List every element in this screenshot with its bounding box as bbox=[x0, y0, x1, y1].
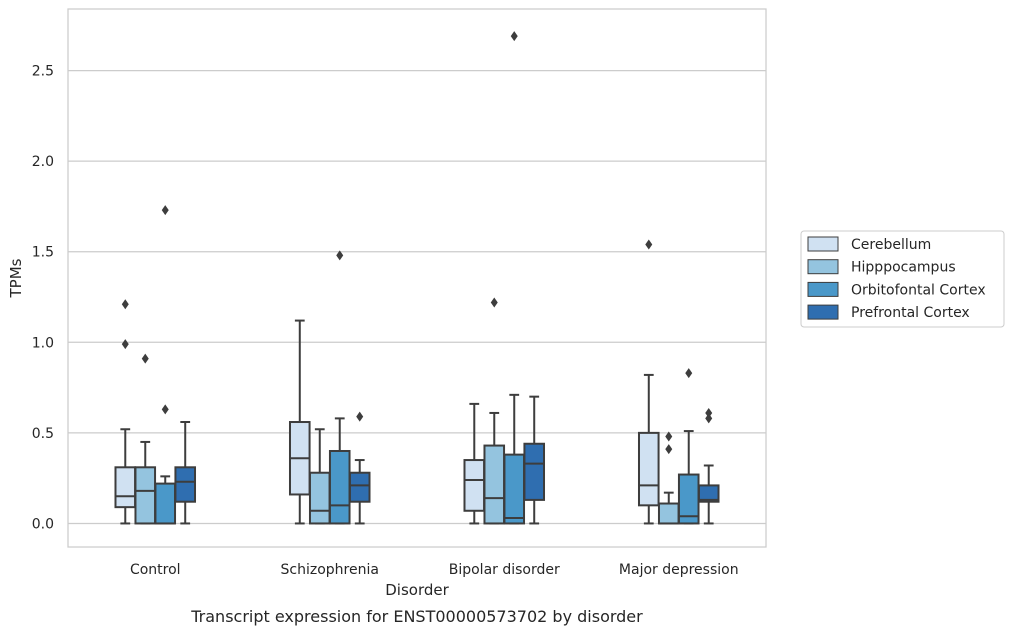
x-tick-labels: Control Schizophrenia Bipolar disorder Majo… bbox=[130, 562, 739, 578]
outlier-point bbox=[685, 368, 693, 379]
outlier-point bbox=[121, 299, 129, 310]
box-body bbox=[697, 484, 720, 503]
box-body bbox=[503, 453, 526, 525]
outlier-point bbox=[665, 444, 673, 455]
outlier-point bbox=[705, 413, 713, 424]
box-body bbox=[657, 502, 680, 525]
chart-caption: Transcript expression for ENST0000057370… bbox=[190, 607, 643, 626]
legend-swatch bbox=[807, 304, 839, 320]
box-prefrontal-cortex bbox=[174, 421, 197, 525]
y-tick-label: 2.5 bbox=[32, 64, 54, 80]
box-body bbox=[463, 459, 486, 512]
outlier-point bbox=[121, 339, 129, 350]
outlier-point bbox=[665, 431, 673, 442]
legend: Cerebellum Hipppocampus Orbitofontal Corte… bbox=[800, 230, 1005, 328]
legend-swatch bbox=[807, 236, 839, 252]
legend-label: Prefrontal Cortex bbox=[851, 305, 970, 321]
box-orbitofontal-cortex bbox=[154, 205, 177, 525]
box-prefrontal-cortex bbox=[697, 407, 720, 525]
outlier-point bbox=[336, 250, 344, 261]
outlier-point bbox=[161, 404, 169, 415]
y-tick-label: 0.5 bbox=[32, 426, 54, 442]
box-hipppocampus bbox=[657, 431, 680, 525]
box-hipppocampus bbox=[483, 297, 506, 525]
y-axis-label: TPMs bbox=[7, 258, 25, 298]
y-tick-labels: 0.0 0.5 1.0 1.5 2.0 2.5 bbox=[32, 64, 54, 533]
box-groups bbox=[114, 31, 720, 525]
box-body bbox=[114, 466, 137, 509]
box-body bbox=[174, 466, 197, 503]
box-body bbox=[348, 471, 371, 503]
legend-label: Cerebellum bbox=[851, 237, 931, 253]
box-body bbox=[308, 471, 331, 525]
y-tick-label: 2.0 bbox=[32, 154, 54, 170]
box-prefrontal-cortex bbox=[523, 395, 546, 525]
outlier-point bbox=[705, 407, 713, 418]
legend-swatch bbox=[807, 281, 839, 297]
box-prefrontal-cortex bbox=[348, 411, 371, 525]
box-cerebellum bbox=[637, 239, 660, 525]
legend-label: Orbitofontal Cortex bbox=[851, 282, 986, 298]
box-body bbox=[328, 449, 351, 525]
plot-background bbox=[68, 9, 766, 547]
outlier-point bbox=[356, 411, 364, 422]
box-cerebellum bbox=[114, 299, 137, 525]
box-body bbox=[154, 482, 177, 525]
x-tick-label: Bipolar disorder bbox=[449, 562, 560, 578]
outlier-point bbox=[490, 297, 498, 308]
box-hipppocampus bbox=[134, 353, 157, 525]
outlier-point bbox=[510, 31, 518, 42]
x-axis-label: Disorder bbox=[385, 581, 449, 599]
outlier-point bbox=[141, 353, 149, 364]
x-tick-label: Major depression bbox=[619, 562, 739, 578]
y-tick-label: 0.0 bbox=[32, 516, 54, 532]
box-body bbox=[134, 466, 157, 525]
x-tick-label: Control bbox=[130, 562, 181, 578]
box-cerebellum bbox=[288, 319, 311, 525]
plot-frame bbox=[67, 8, 767, 548]
box-cerebellum bbox=[463, 402, 486, 525]
legend-frame bbox=[800, 230, 1005, 328]
outlier-point bbox=[645, 239, 653, 250]
x-tick-label: Schizophrenia bbox=[281, 562, 379, 578]
box-body bbox=[483, 444, 506, 525]
y-tick-label: 1.0 bbox=[32, 335, 54, 351]
outlier-point bbox=[161, 205, 169, 216]
y-tick-label: 1.5 bbox=[32, 245, 54, 261]
legend-swatch bbox=[807, 259, 839, 275]
legend-label: Hipppocampus bbox=[851, 260, 956, 276]
box-body bbox=[637, 431, 660, 507]
box-body bbox=[523, 442, 546, 501]
